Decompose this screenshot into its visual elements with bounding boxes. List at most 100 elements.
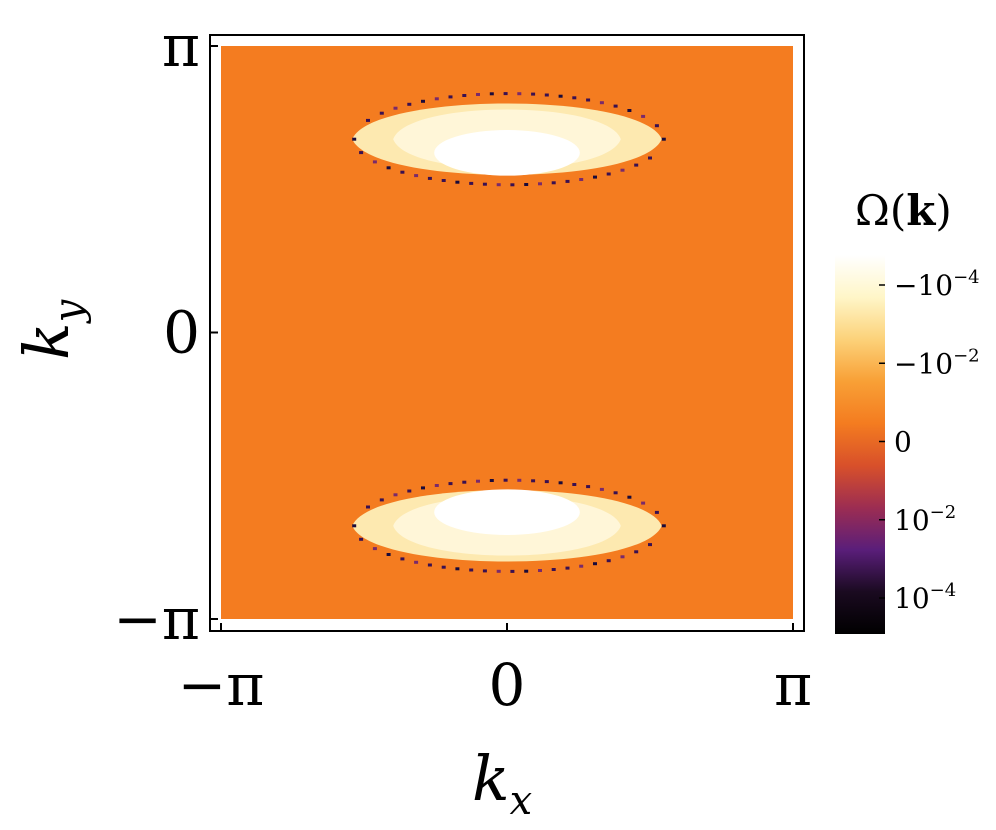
edge-dot (476, 479, 480, 483)
edge-dot (414, 560, 419, 564)
x-tick-label: π (774, 651, 812, 719)
edge-dot (538, 182, 542, 186)
edge-dot (441, 179, 446, 182)
edge-dot (627, 495, 632, 499)
edge-dot (606, 559, 611, 563)
edge-dot (407, 489, 412, 493)
edge-dot (613, 491, 618, 495)
edge-dot (641, 501, 646, 505)
edge-dot (379, 111, 384, 115)
edge-dot (654, 510, 659, 514)
edge-dot (531, 479, 536, 483)
colorbar-tick-label: −10−2 (894, 345, 980, 380)
y-tick-label: π (162, 12, 200, 80)
edge-dot (400, 557, 405, 561)
edge-dot (379, 498, 384, 502)
y-axis-ticks: −π 0 π (113, 12, 218, 653)
edge-dot (386, 553, 391, 556)
edge-dot (579, 564, 584, 568)
x-axis-label: kx (472, 742, 532, 824)
edge-dot (517, 478, 522, 482)
edge-dot (407, 102, 412, 106)
edge-dot (579, 178, 584, 181)
edge-dot (634, 550, 639, 554)
edge-dot (421, 99, 425, 103)
edge-dot (489, 92, 494, 96)
edge-dot (455, 180, 460, 184)
edge-dot (613, 104, 618, 108)
edge-dot (544, 480, 549, 484)
edge-dot (586, 485, 591, 489)
edge-dot (634, 163, 639, 167)
edge-dot (414, 174, 419, 178)
edge-dot (627, 109, 632, 112)
edge-dot (510, 183, 515, 187)
edge-dot (366, 505, 370, 509)
x-tick-label: 0 (489, 651, 526, 719)
heatmap-edge-dots (352, 92, 666, 573)
edge-dot (503, 92, 508, 96)
colorbar-tick-label: 10−2 (894, 502, 956, 537)
x-axis-ticks: −π 0 π (178, 623, 812, 719)
y-tick-label: −π (113, 585, 200, 653)
colorbar-tick-label: 10−4 (894, 580, 956, 615)
edge-dot (599, 487, 604, 491)
edge-dot (558, 94, 563, 98)
edge-dot (565, 179, 570, 183)
colorbar-title: Ω(k) (855, 186, 952, 235)
edge-dot (469, 181, 474, 185)
heatmap-regions (352, 103, 662, 562)
edge-dot (366, 118, 370, 122)
edge-dot (496, 569, 501, 573)
edge-dot (586, 98, 591, 102)
edge-dot (517, 92, 522, 96)
lens-core (434, 489, 580, 535)
edge-dot (434, 97, 439, 101)
colorbar-title-bold: k (906, 186, 936, 235)
y-axis-label: ky (10, 298, 92, 360)
edge-dot (620, 555, 625, 559)
x-axis-label-main: k (472, 742, 510, 815)
edge-dot (393, 106, 398, 110)
edge-dot (448, 95, 453, 99)
edge-dot (434, 484, 439, 487)
edge-dot (462, 94, 467, 97)
edge-dot (352, 137, 357, 141)
edge-dot (654, 124, 659, 128)
colorbar (835, 255, 885, 634)
edge-dot (551, 568, 556, 571)
y-axis-label-sub: y (46, 298, 92, 324)
edge-dot (462, 480, 467, 484)
edge-dot (538, 569, 542, 572)
edge-dot (524, 569, 529, 573)
edge-dot (448, 482, 453, 486)
colorbar-ticks: −10−4 −10−2 0 10−2 10−4 (879, 267, 980, 615)
edge-dot (359, 537, 364, 541)
edge-dot (427, 176, 432, 180)
lens-core (434, 130, 580, 176)
edge-dot (544, 93, 549, 97)
x-axis-label-sub: x (510, 778, 533, 824)
colorbar-title-main: Ω( (855, 186, 906, 235)
edge-dot (565, 566, 570, 570)
edge-dot (661, 137, 666, 141)
edge-dot (352, 524, 357, 528)
edge-dot (372, 547, 377, 551)
edge-dot (524, 183, 529, 186)
edge-dot (661, 524, 666, 528)
edge-dot (551, 181, 556, 185)
y-axis-label-main: k (10, 322, 83, 360)
colorbar-tick-label: 0 (894, 426, 912, 459)
edge-dot (455, 567, 460, 571)
edge-dot (427, 563, 432, 567)
edge-dot (496, 183, 501, 187)
edge-dot (386, 166, 391, 170)
edge-dot (648, 543, 652, 547)
edge-dot (620, 168, 625, 172)
edge-dot (510, 569, 515, 573)
y-tick-label: 0 (163, 299, 200, 367)
edge-dot (593, 175, 597, 179)
edge-dot (476, 93, 480, 96)
colorbar-tick-label: −10−4 (894, 267, 980, 302)
